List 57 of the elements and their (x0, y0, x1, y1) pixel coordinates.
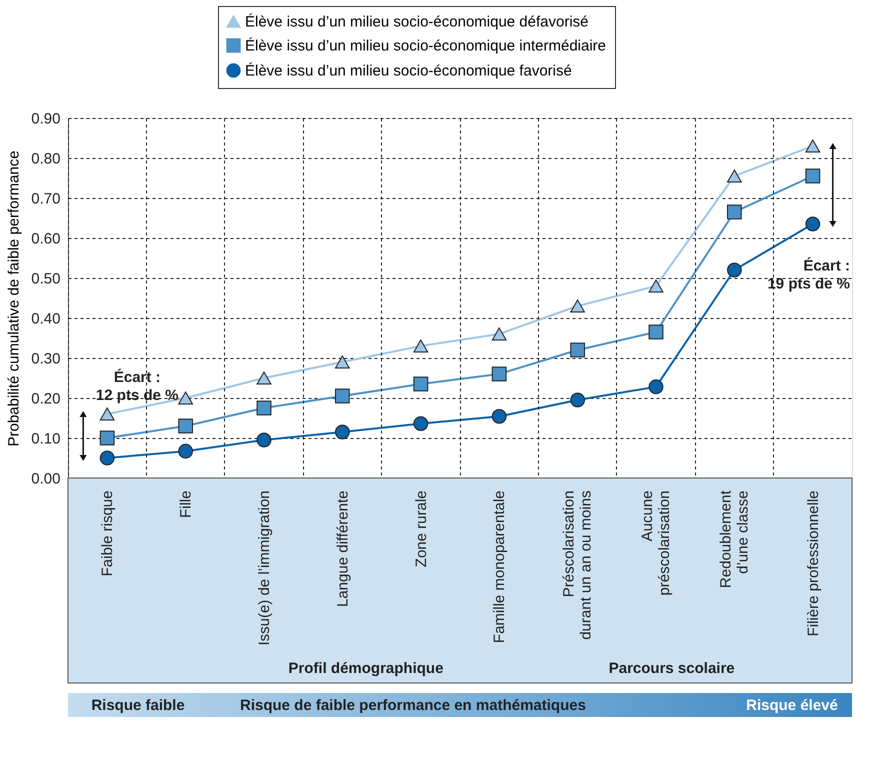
point (413, 416, 428, 431)
point (178, 418, 193, 434)
y-tick-label: 0.40 (31, 310, 60, 328)
text: Parcours scolaire (608, 660, 735, 677)
point (178, 444, 193, 459)
point (256, 400, 272, 416)
y-tick-label: 0.10 (31, 430, 60, 448)
point (256, 432, 272, 448)
legend-label: Élève issu d’un milieu socio-économique défavorisé (245, 12, 589, 30)
point (805, 140, 820, 152)
x-tick-label: Filière professionnelle (804, 490, 822, 636)
point (335, 388, 350, 404)
y-tick-label: 0.50 (31, 270, 60, 288)
x-tick-label: Faible risque (99, 490, 116, 576)
point (100, 408, 115, 420)
text: Risque faible (91, 697, 185, 714)
point (727, 204, 742, 220)
x-tick-label: Zone rurale (412, 490, 430, 568)
point (648, 280, 664, 292)
point (648, 324, 664, 340)
point (335, 356, 350, 368)
point (413, 376, 428, 392)
point (100, 450, 115, 466)
point (100, 430, 115, 446)
text: Risque de faible performance en mathématiques (240, 697, 586, 714)
point (727, 170, 742, 182)
point (492, 409, 507, 424)
point (570, 392, 585, 408)
legend-label: Élève issu d’un milieu socio-économique favorisé (245, 62, 572, 80)
x-tick-label: Issu(e) de l’immigration (256, 490, 273, 646)
y-tick-label: 0.70 (31, 190, 60, 208)
y-tick-label: 0.30 (31, 350, 60, 368)
point (335, 424, 350, 440)
point (413, 340, 428, 352)
text: Profil démographique (288, 660, 444, 677)
point (256, 372, 272, 384)
y-tick-label: 0.80 (31, 150, 60, 168)
point (570, 342, 585, 358)
point (492, 328, 507, 340)
text: Risque élevé (746, 697, 838, 714)
y-tick-label: 0.90 (31, 110, 60, 128)
point (805, 168, 820, 184)
x-tick-label: Famille monoparentale (491, 490, 508, 644)
point (570, 300, 585, 312)
y-tick-label: 0.00 (31, 470, 60, 488)
point (492, 366, 507, 382)
x-tick-label: Langue différente (334, 490, 352, 607)
point (178, 392, 193, 404)
point (727, 262, 742, 278)
x-tick-label: Fille (178, 490, 195, 518)
y-axis-title: Probabilité cumulative de faible performance (5, 150, 22, 446)
y-tick-label: 0.60 (31, 230, 60, 248)
point (648, 379, 664, 394)
y-tick-label: 0.20 (31, 390, 60, 408)
x-tick-label: Préscolarisation durant un an ou moins (560, 490, 595, 640)
point (805, 216, 820, 232)
legend-label: Élève issu d’un milieu socio-économique intermédiaire (245, 36, 606, 54)
